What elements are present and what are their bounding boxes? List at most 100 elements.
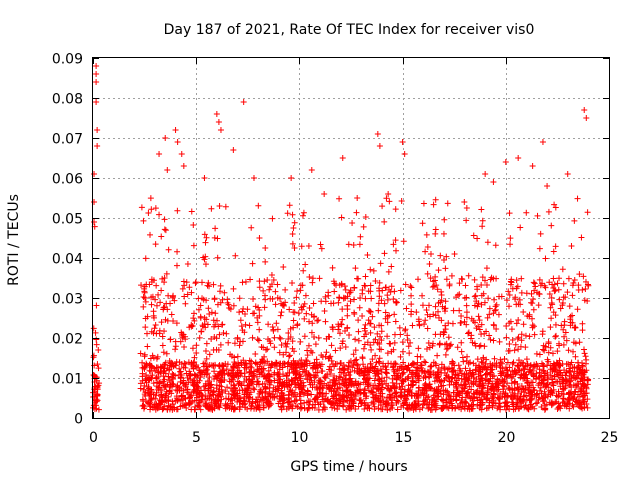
- data-point: [95, 347, 102, 354]
- data-point: [369, 356, 376, 363]
- data-point: [478, 375, 485, 382]
- data-point: [470, 378, 477, 385]
- data-point: [348, 397, 355, 404]
- data-point: [492, 381, 499, 388]
- y-tick-label: 0.01: [52, 372, 83, 388]
- data-point: [316, 384, 323, 391]
- data-point: [256, 284, 263, 291]
- data-point: [531, 287, 538, 294]
- data-point: [482, 171, 489, 177]
- data-point: [490, 337, 497, 344]
- data-point: [438, 383, 445, 390]
- data-point: [407, 339, 414, 346]
- data-point: [452, 372, 459, 379]
- data-point: [525, 405, 532, 412]
- data-point: [183, 381, 190, 388]
- data-point: [189, 323, 196, 330]
- data-point: [177, 378, 184, 385]
- data-point: [93, 79, 100, 85]
- data-point: [290, 225, 297, 232]
- data-point: [188, 208, 195, 215]
- data-point: [400, 359, 407, 366]
- data-point: [386, 198, 393, 205]
- data-point: [215, 119, 222, 125]
- data-point: [540, 346, 547, 353]
- data-point: [155, 404, 162, 411]
- data-point: [557, 405, 564, 412]
- data-point: [147, 231, 154, 238]
- data-point: [382, 315, 389, 322]
- data-point: [195, 306, 202, 313]
- data-point: [466, 383, 473, 390]
- data-point: [247, 276, 254, 283]
- data-point: [510, 392, 517, 399]
- data-point: [329, 395, 336, 402]
- data-point: [310, 364, 317, 371]
- data-point: [217, 288, 224, 295]
- data-point: [506, 303, 513, 310]
- data-point: [582, 353, 589, 360]
- data-point: [399, 348, 406, 355]
- data-point: [222, 402, 229, 409]
- data-point: [285, 391, 292, 398]
- data-point: [489, 361, 496, 368]
- data-point: [321, 308, 328, 315]
- data-point: [181, 344, 188, 351]
- data-point: [554, 393, 561, 400]
- data-point: [566, 303, 573, 310]
- data-point: [522, 371, 529, 378]
- data-point: [306, 304, 313, 311]
- data-point: [340, 366, 347, 373]
- data-point: [450, 389, 457, 396]
- data-point: [512, 296, 519, 303]
- data-point: [318, 298, 325, 305]
- data-point: [375, 307, 382, 314]
- data-point: [205, 305, 212, 312]
- data-point: [498, 370, 505, 377]
- data-point: [234, 334, 241, 341]
- data-point: [462, 381, 469, 388]
- data-point: [362, 386, 369, 393]
- data-point: [339, 365, 346, 372]
- data-point: [475, 323, 482, 330]
- data-point: [171, 297, 178, 304]
- data-point: [174, 248, 181, 255]
- data-point: [441, 329, 448, 336]
- data-point: [527, 367, 534, 374]
- data-point: [339, 155, 346, 161]
- data-point: [387, 385, 394, 392]
- data-point: [271, 334, 278, 341]
- data-point: [474, 397, 481, 404]
- data-point: [371, 403, 378, 410]
- data-point: [355, 275, 362, 282]
- data-point: [539, 395, 546, 402]
- data-point: [158, 287, 165, 294]
- data-point: [340, 393, 347, 400]
- data-point: [366, 405, 373, 412]
- data-point: [142, 255, 149, 262]
- data-point: [404, 336, 411, 343]
- data-point: [260, 287, 267, 294]
- data-point: [417, 353, 424, 360]
- data-point: [187, 393, 194, 400]
- data-point: [202, 402, 209, 409]
- data-point: [226, 305, 233, 312]
- data-point: [432, 398, 439, 405]
- data-point: [496, 293, 503, 300]
- data-point: [219, 321, 226, 328]
- data-point: [427, 275, 434, 282]
- data-point: [378, 297, 385, 304]
- data-point: [490, 310, 497, 317]
- data-point: [145, 389, 152, 396]
- data-point: [161, 216, 168, 223]
- data-point: [271, 377, 278, 384]
- data-point: [408, 301, 415, 308]
- data-point: [437, 379, 444, 386]
- data-point: [406, 350, 413, 357]
- data-point: [95, 382, 102, 389]
- data-point: [185, 359, 192, 366]
- data-point: [288, 175, 295, 181]
- data-point: [319, 396, 326, 403]
- data-point: [284, 210, 291, 217]
- data-point: [435, 267, 442, 274]
